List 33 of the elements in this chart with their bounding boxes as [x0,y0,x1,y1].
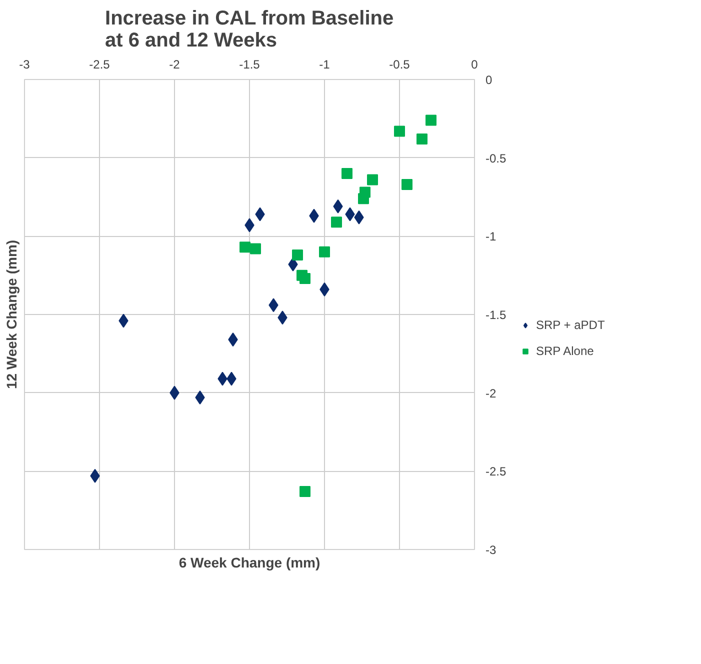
point [402,178,412,190]
x-tick-label: -2 [169,58,180,72]
y-tick-label: -3 [486,543,496,557]
x-tick-label: -0.5 [389,58,410,72]
point [394,126,405,137]
y-tick-label: -1 [486,230,496,244]
point [416,134,428,145]
point [292,249,303,260]
x-tick-label: 0 [471,58,478,72]
chart-title: Increase in CAL from Baseline at 6 and 12 Weeks [105,8,394,52]
legend-label: SRP + aPDT [536,318,605,332]
y-tick-label: 0 [486,73,492,87]
x-tick-label: -2.5 [89,58,110,72]
point [331,216,342,228]
x-axis-title: 6 Week Change (mm) [178,554,320,570]
point [367,174,378,186]
y-tick-label: -2.5 [486,464,507,479]
x-tick-label: -1 [319,58,330,72]
point [342,168,352,179]
y-tick-label: -1.5 [486,308,507,322]
legend-label: SRP Alone [536,344,594,358]
x-tick-label: -1.5 [239,58,260,72]
point [426,114,436,126]
point [300,486,310,498]
point [240,242,250,253]
point [319,246,330,258]
y-axis-title: 12 Week Change (mm) [4,240,20,390]
y-tick-label: -2 [486,386,496,400]
point [358,193,369,204]
point [300,272,310,284]
point [250,243,261,254]
y-tick-label: -0.5 [486,151,507,166]
x-tick-label: -3 [19,58,30,72]
